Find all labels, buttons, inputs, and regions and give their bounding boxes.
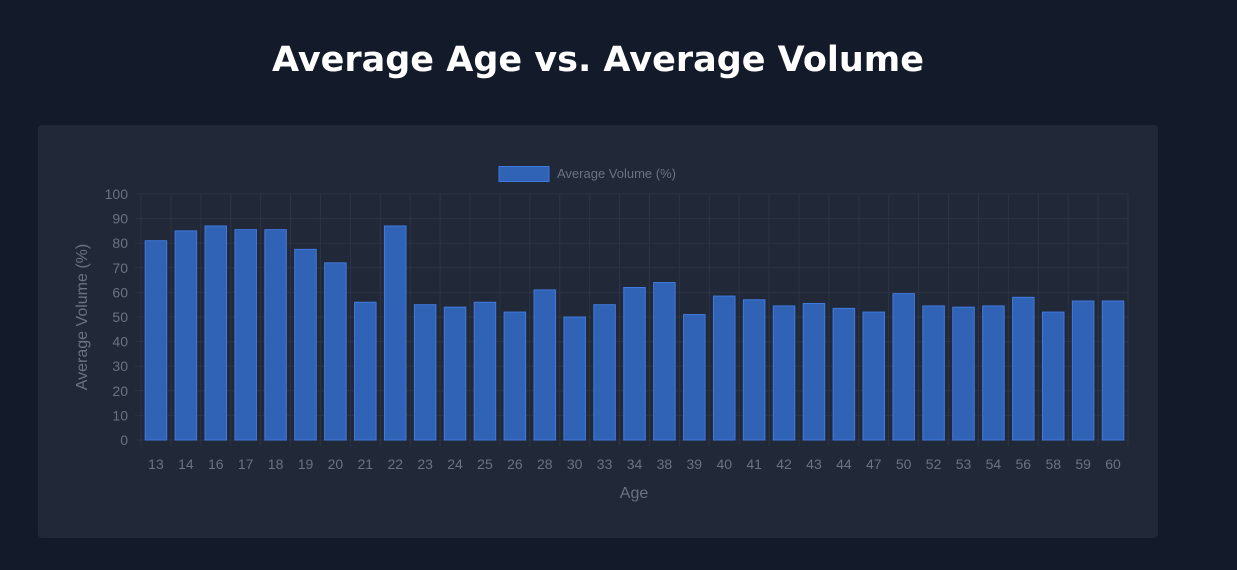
x-tick-label: 21 [358, 456, 374, 472]
bar-chart: 0 10 20 30 40 50 60 70 80 90 100 13 14 16 17 18 19 20 21 2… [38, 125, 1158, 538]
x-tick-label: 19 [298, 456, 314, 472]
bar-age-26[interactable] [504, 312, 526, 440]
bar-age-60[interactable] [1102, 301, 1124, 440]
bar-age-21[interactable] [355, 302, 377, 440]
bar-age-30[interactable] [564, 317, 586, 440]
x-tick-label: 30 [567, 456, 583, 472]
y-tick-label: 10 [112, 407, 128, 423]
legend[interactable]: Average Volume (%) [499, 166, 676, 182]
x-tick-label: 16 [208, 456, 224, 472]
x-tick-label: 60 [1105, 456, 1121, 472]
y-tick-label: 100 [105, 186, 129, 202]
bar-age-43[interactable] [803, 303, 825, 440]
x-tick-label: 22 [387, 456, 403, 472]
x-tick-label: 38 [657, 456, 673, 472]
x-tick-label: 26 [507, 456, 523, 472]
x-tick-label: 58 [1045, 456, 1061, 472]
x-tick-label: 24 [447, 456, 463, 472]
x-tick-labels: 13 14 16 17 18 19 20 21 22 23 24 25 26 28 30 33 34 38 39 40… [148, 456, 1121, 472]
x-tick-label: 14 [178, 456, 194, 472]
bar-age-16[interactable] [205, 226, 227, 440]
y-tick-label: 0 [120, 432, 128, 448]
x-tick-label: 56 [1016, 456, 1032, 472]
y-tick-label: 30 [112, 358, 128, 374]
bar-age-50[interactable] [893, 294, 915, 440]
bar-age-13[interactable] [145, 241, 167, 440]
bar-age-19[interactable] [295, 249, 317, 440]
bar-age-28[interactable] [534, 290, 556, 440]
x-axis-label: Age [620, 485, 649, 502]
x-tick-label: 59 [1075, 456, 1091, 472]
bar-age-39[interactable] [684, 315, 706, 440]
y-tick-label: 20 [112, 383, 128, 399]
bar-age-53[interactable] [953, 307, 975, 440]
x-tick-label: 50 [896, 456, 912, 472]
x-tick-label: 52 [926, 456, 942, 472]
x-tick-label: 18 [268, 456, 284, 472]
x-tick-label: 34 [627, 456, 643, 472]
y-tick-label: 40 [112, 334, 128, 350]
page-title: Average Age vs. Average Volume [0, 40, 1196, 80]
bar-age-18[interactable] [265, 230, 287, 440]
x-tick-label: 20 [328, 456, 344, 472]
y-tick-label: 50 [112, 309, 128, 325]
x-tick-label: 13 [148, 456, 164, 472]
x-tick-label: 23 [417, 456, 433, 472]
bar-age-59[interactable] [1072, 301, 1094, 440]
legend-swatch[interactable] [499, 167, 549, 182]
bar-age-54[interactable] [983, 306, 1005, 440]
bars [145, 226, 1124, 440]
bar-age-44[interactable] [833, 308, 855, 440]
bar-age-20[interactable] [325, 263, 347, 440]
bar-age-56[interactable] [1013, 297, 1035, 440]
x-tick-label: 25 [477, 456, 493, 472]
y-tick-label: 80 [112, 235, 128, 251]
y-tick-label: 90 [112, 211, 128, 227]
x-tick-label: 54 [986, 456, 1002, 472]
bar-age-33[interactable] [594, 305, 616, 440]
x-tick-label: 44 [836, 456, 852, 472]
y-tick-label: 70 [112, 260, 128, 276]
bar-age-52[interactable] [923, 306, 945, 440]
bar-age-47[interactable] [863, 312, 885, 440]
x-tick-label: 39 [687, 456, 703, 472]
bar-age-42[interactable] [773, 306, 795, 440]
chart-card: 0 10 20 30 40 50 60 70 80 90 100 13 14 16 17 18 19 20 21 2… [38, 125, 1158, 538]
x-tick-label: 42 [776, 456, 792, 472]
y-tick-labels: 0 10 20 30 40 50 60 70 80 90 100 [105, 186, 129, 448]
x-tick-label: 33 [597, 456, 613, 472]
x-tick-label: 28 [537, 456, 553, 472]
y-axis-label: Average Volume (%) [74, 244, 91, 390]
bar-age-25[interactable] [474, 302, 496, 440]
bar-age-34[interactable] [624, 287, 646, 440]
y-tick-label: 60 [112, 284, 128, 300]
bar-age-58[interactable] [1042, 312, 1064, 440]
x-tick-label: 53 [956, 456, 972, 472]
legend-label[interactable]: Average Volume (%) [557, 166, 676, 181]
bar-age-17[interactable] [235, 230, 257, 440]
x-tick-label: 43 [806, 456, 822, 472]
x-tick-label: 41 [746, 456, 762, 472]
x-tick-label: 17 [238, 456, 254, 472]
bar-age-40[interactable] [713, 296, 735, 440]
x-tick-label: 40 [716, 456, 732, 472]
bar-age-38[interactable] [654, 283, 676, 440]
bar-age-23[interactable] [414, 305, 436, 440]
bar-age-24[interactable] [444, 307, 466, 440]
bar-age-41[interactable] [743, 300, 765, 440]
bar-age-14[interactable] [175, 231, 197, 440]
x-tick-label: 47 [866, 456, 882, 472]
bar-age-22[interactable] [384, 226, 406, 440]
